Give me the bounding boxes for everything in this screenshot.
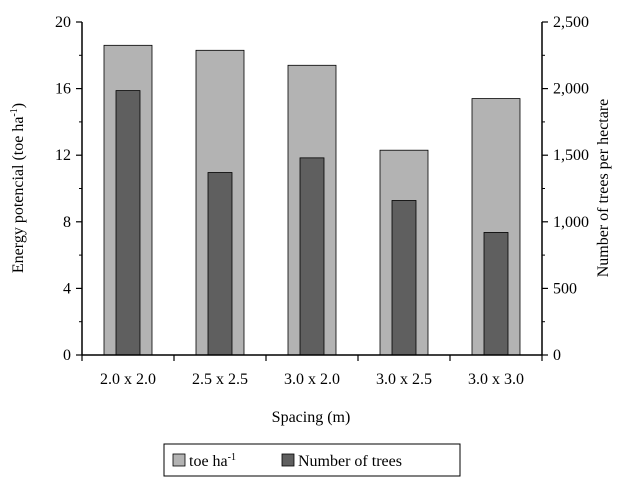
y-axis-title-sup: -1: [9, 108, 20, 116]
right-tick-label: 2,000: [553, 81, 589, 98]
legend: toe ha-1 Number of trees: [163, 443, 461, 477]
bar-trees-5: [483, 232, 509, 356]
legend-swatch-toe: [172, 453, 186, 467]
x-tick-label: 3.0 x 2.0: [284, 371, 340, 388]
bar-trees-2: [207, 172, 233, 356]
legend-box: [163, 443, 461, 477]
right-tick-label: 1,000: [553, 214, 589, 231]
y-axis-title-main: Energy potencial (toe ha: [10, 117, 27, 274]
x-ticks: 2.0 x 2.0 2.5 x 2.5 3.0 x 2.0 3.0 x 2.5 3.0 …: [81, 355, 543, 388]
right-tick-label: 2,500: [553, 14, 589, 31]
left-tick-label: 0: [63, 347, 71, 364]
left-tick-label: 12: [55, 147, 71, 164]
right-y-ticks: 0 500 1,000 1,500 2,000 2,500: [542, 14, 589, 364]
left-tick-label: 20: [55, 14, 71, 31]
legend-label-toe-sup: -1: [228, 452, 236, 463]
x-tick-label: 2.5 x 2.5: [192, 371, 248, 388]
y2-axis-title: Number of trees per hectare: [595, 99, 612, 278]
y-axis-title: Energy potencial (toe ha-1): [9, 103, 27, 273]
left-y-ticks: 0 4 8 12 16 20: [55, 14, 82, 364]
bar-trees-4: [391, 200, 417, 356]
right-tick-label: 0: [553, 347, 561, 364]
bar-trees-3: [299, 157, 325, 356]
x-tick-label: 3.0 x 2.5: [376, 371, 432, 388]
bar-trees-1: [115, 90, 141, 356]
legend-label-toe: toe ha-1: [189, 452, 236, 470]
legend-label-trees: Number of trees: [298, 453, 402, 470]
x-axis-title: Spacing (m): [272, 409, 351, 426]
legend-swatch-trees: [281, 453, 295, 467]
legend-label-toe-main: toe ha: [189, 453, 228, 470]
right-tick-label: 1,500: [553, 147, 589, 164]
x-tick-label: 3.0 x 3.0: [468, 371, 524, 388]
right-tick-label: 500: [553, 280, 577, 297]
left-tick-label: 8: [63, 214, 71, 231]
x-tick-label: 2.0 x 2.0: [100, 371, 156, 388]
left-tick-label: 4: [63, 280, 71, 297]
left-tick-label: 16: [55, 81, 71, 98]
y-axis-title-close: ): [10, 103, 27, 108]
